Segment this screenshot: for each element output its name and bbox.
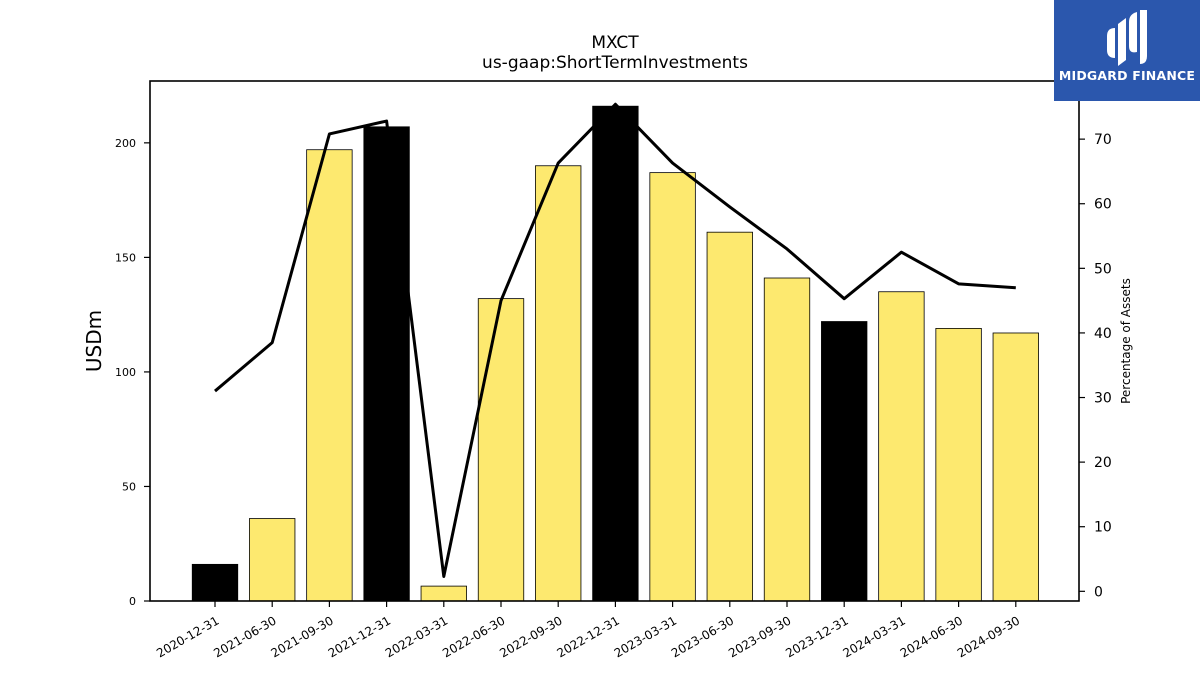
x-tick-label: 2022-09-30 xyxy=(497,613,564,660)
brand-logo: MIDGARD FINANCE xyxy=(1054,0,1200,101)
y-axis-label: USDm xyxy=(82,310,106,372)
y-tick-label: 150 xyxy=(115,251,136,264)
brand-logo-text: MIDGARD FINANCE xyxy=(1058,68,1196,83)
x-tick-label: 2023-12-31 xyxy=(783,613,850,660)
x-tick-label: 2022-06-30 xyxy=(440,613,507,660)
bar-2023-06-30 xyxy=(706,231,753,602)
bar-2023-12-31 xyxy=(821,321,868,602)
plot-frame xyxy=(149,80,1080,602)
y-tick-label: 200 xyxy=(115,137,136,150)
y2-tick-label: 70 xyxy=(1094,132,1112,148)
bar-2022-09-30 xyxy=(535,165,582,602)
x-tick-label: 2023-09-30 xyxy=(726,613,793,660)
bar-2023-09-30 xyxy=(763,277,811,602)
bar-2021-12-31 xyxy=(363,126,410,602)
y2-tick-label: 40 xyxy=(1094,326,1112,342)
bar-2021-06-30 xyxy=(249,518,296,602)
x-tick-label: 2024-03-31 xyxy=(840,613,907,660)
y2-tick-label: 30 xyxy=(1094,391,1112,407)
x-ticks: 2020-12-312021-06-302021-09-302021-12-31… xyxy=(154,601,1022,660)
x-tick-label: 2020-12-31 xyxy=(154,613,221,660)
bars-layer xyxy=(191,105,1039,602)
bar-2023-03-31 xyxy=(649,172,696,602)
chart-subtitle: us-gaap:ShortTermInvestments xyxy=(482,53,748,73)
bar-2024-06-30 xyxy=(935,328,982,602)
y2-tick-label: 60 xyxy=(1094,197,1112,213)
bar-2022-03-31 xyxy=(420,585,467,602)
bar-2022-06-30 xyxy=(477,298,525,602)
bar-2024-09-30 xyxy=(992,332,1039,602)
x-tick-label: 2023-06-30 xyxy=(669,613,736,660)
y2-tick-label: 10 xyxy=(1094,520,1112,536)
y2-ticks: 0 10 20 30 40 50 60 70 xyxy=(1079,132,1112,600)
y2-tick-label: 50 xyxy=(1094,261,1112,277)
y-tick-label: 100 xyxy=(115,366,136,379)
y-tick-label: 50 xyxy=(122,480,136,493)
line-layer xyxy=(214,102,1016,578)
x-tick-label: 2024-06-30 xyxy=(898,613,965,660)
bar-2024-03-31 xyxy=(878,291,925,602)
x-tick-label: 2023-03-31 xyxy=(612,613,679,660)
x-tick-label: 2022-12-31 xyxy=(554,613,621,660)
y2-tick-label: 20 xyxy=(1094,455,1112,471)
x-tick-label: 2021-09-30 xyxy=(268,613,335,660)
x-tick-label: 2021-12-31 xyxy=(326,613,393,660)
y-tick-label: 0 xyxy=(129,595,136,608)
bar-2020-12-31 xyxy=(191,563,239,602)
x-tick-label: 2022-03-31 xyxy=(383,613,450,660)
y2-axis-label: Percentage of Assets xyxy=(1119,278,1133,404)
y2-tick-label: 0 xyxy=(1094,584,1103,600)
y-ticks: 0 50 100 150 200 xyxy=(115,137,150,608)
percentage-line xyxy=(214,102,1016,578)
x-tick-label: 2024-09-30 xyxy=(955,613,1022,660)
midgard-logo-icon xyxy=(1107,10,1147,66)
bar-2021-09-30 xyxy=(306,149,353,602)
bar-2022-12-31 xyxy=(592,105,639,602)
x-tick-label: 2021-06-30 xyxy=(211,613,278,660)
chart-title: MXCT xyxy=(591,33,639,53)
